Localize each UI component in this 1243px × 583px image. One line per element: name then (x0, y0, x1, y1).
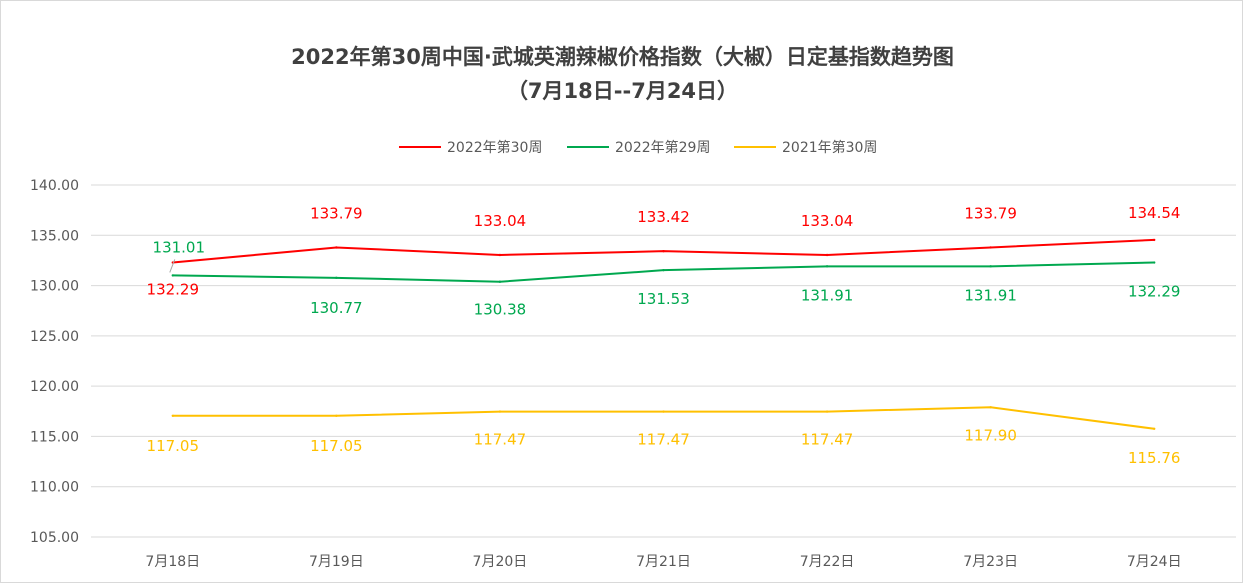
data-label: 133.04 (801, 212, 854, 230)
data-point (989, 406, 992, 409)
y-tick-label: 135.00 (30, 228, 79, 244)
data-label: 131.91 (801, 286, 854, 304)
x-tick-label: 7月23日 (963, 554, 1018, 570)
y-tick-label: 140.00 (30, 178, 79, 194)
x-tick-label: 7月20日 (473, 554, 528, 570)
data-point (171, 414, 174, 418)
data-label: 117.05 (147, 437, 200, 455)
data-label: 132.29 (1128, 283, 1181, 301)
series-line (172, 261, 1155, 283)
data-point (662, 268, 665, 272)
data-label: 115.76 (1128, 449, 1181, 467)
data-label: 117.47 (474, 431, 527, 449)
y-tick-label: 110.00 (30, 480, 79, 496)
data-point (335, 414, 338, 418)
data-point (335, 276, 338, 280)
data-label: 133.79 (310, 204, 363, 222)
data-point (662, 249, 665, 253)
data-label: 133.04 (474, 212, 527, 230)
data-point (498, 253, 502, 257)
chart-title: 2022年第30周中国·武城英潮辣椒价格指数（大椒）日定基指数趋势图 (291, 45, 954, 69)
data-label: 117.47 (801, 431, 854, 449)
data-point (1153, 427, 1156, 430)
legend-label: 2022年第30周 (447, 139, 542, 156)
y-tick-label: 115.00 (30, 429, 79, 445)
data-label: 133.79 (964, 204, 1017, 222)
data-point (171, 274, 174, 277)
x-tick-label: 7月24日 (1127, 554, 1182, 570)
data-point (989, 246, 992, 249)
data-point (989, 265, 992, 268)
data-label: 130.38 (474, 301, 527, 319)
data-point (825, 265, 829, 268)
data-point (335, 246, 338, 249)
x-tick-label: 7月22日 (800, 554, 855, 570)
legend-label: 2022年第29周 (615, 139, 710, 156)
x-tick-label: 7月18日 (145, 554, 200, 570)
chart-subtitle: （7月18日--7月24日） (506, 79, 739, 103)
x-tick-label: 7月21日 (636, 554, 691, 570)
y-tick-label: 125.00 (30, 329, 79, 345)
label-leader (169, 259, 176, 273)
y-tick-label: 105.00 (30, 530, 79, 546)
data-point (498, 280, 502, 283)
data-label: 133.42 (637, 208, 690, 226)
data-point (1153, 238, 1156, 242)
data-label: 117.90 (964, 426, 1017, 444)
y-tick-label: 130.00 (30, 279, 79, 295)
data-label: 117.47 (637, 431, 690, 449)
data-label: 131.91 (964, 286, 1017, 304)
data-point (825, 253, 829, 257)
data-label: 131.01 (153, 238, 206, 256)
data-label: 130.77 (310, 299, 363, 317)
data-point (1153, 261, 1156, 264)
y-tick-label: 120.00 (30, 379, 79, 395)
data-point (498, 410, 502, 413)
data-point (662, 410, 665, 413)
data-point (825, 410, 829, 413)
legend-label: 2021年第30周 (782, 139, 877, 156)
data-label: 131.53 (637, 290, 690, 308)
data-label: 132.29 (147, 281, 200, 299)
data-label: 117.05 (310, 437, 363, 455)
x-tick-label: 7月19日 (309, 554, 364, 570)
data-label: 134.54 (1128, 204, 1181, 222)
